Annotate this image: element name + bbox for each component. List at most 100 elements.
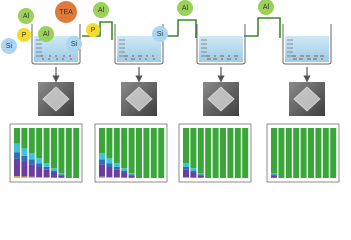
chart-segment [183, 163, 189, 167]
chart-segment [190, 172, 197, 178]
particle [69, 55, 71, 57]
particle [49, 55, 51, 57]
particle [55, 55, 57, 57]
particle [306, 55, 308, 57]
chart-segment [73, 128, 80, 178]
chart-segment [36, 177, 43, 178]
particle [228, 55, 230, 57]
particle [307, 58, 309, 60]
chart-segment [330, 128, 337, 178]
particle [206, 55, 208, 57]
chart-segment [58, 175, 65, 178]
chart-segment [58, 173, 65, 175]
page: {"reagents": [["Al", "TEA", "P", "Al", "… [1, 0, 340, 183]
chart-segment [234, 128, 241, 178]
chart-segment [106, 177, 113, 178]
reagent-label: Si [6, 43, 13, 50]
chart-segment [322, 128, 329, 178]
particle [213, 58, 215, 60]
particle [139, 58, 141, 60]
reagent-label: TEA [59, 9, 73, 16]
particle [292, 55, 294, 57]
crystal [125, 86, 153, 112]
particle [299, 58, 301, 60]
chart-segment [106, 158, 113, 164]
chart-segment [121, 128, 128, 169]
chart-segment [113, 169, 120, 178]
reagent-bubble [38, 26, 54, 42]
chart-segment [14, 143, 20, 153]
chart-segment [21, 128, 28, 149]
particle [42, 58, 44, 60]
panels [9, 24, 340, 183]
reagent-bubble [177, 0, 193, 16]
particle [41, 55, 43, 57]
reagent-bubble [152, 26, 168, 42]
reagent-bubble [18, 8, 34, 24]
chart-segment [65, 128, 72, 178]
chart-segment [227, 128, 234, 178]
beaker [282, 24, 332, 65]
particle [301, 58, 303, 60]
chart-segment [285, 128, 292, 178]
reagent-label: Al [98, 7, 105, 14]
chart-segment [190, 168, 197, 171]
chart-segment [36, 163, 43, 167]
particle [295, 58, 297, 60]
chart-segment [121, 168, 128, 171]
chart-segment [106, 128, 113, 159]
reagent-bubble [258, 0, 274, 15]
particle [70, 58, 72, 60]
chart-segment [99, 128, 105, 154]
particle [315, 58, 317, 60]
chart-segment [99, 176, 105, 178]
chart-segment [143, 128, 150, 178]
beaker-liquid [285, 36, 329, 62]
reagent-bubble [86, 23, 100, 37]
particle [209, 58, 211, 60]
reagent-label: Al [263, 4, 270, 11]
reagent-bubble [55, 1, 77, 23]
beaker-liquid [117, 36, 161, 62]
chart-segment [293, 128, 300, 178]
particle [234, 55, 236, 57]
chart-segment [212, 128, 219, 178]
particle [153, 58, 155, 60]
chart-segment [190, 128, 197, 169]
particle [308, 55, 310, 57]
crystal [42, 86, 70, 112]
particle [207, 58, 209, 60]
chart-segment [51, 172, 57, 178]
chart-segment [300, 128, 307, 178]
chart-segment [58, 174, 65, 176]
chart-segment [28, 128, 35, 154]
chart-segment [271, 175, 277, 178]
graphical-abstract: Al TEA P Al Si Al P Si Al Si Al [1, 0, 340, 183]
chart-segment [183, 177, 189, 178]
reagent-labels: Al TEA P Al Si Al P Si Al Si Al [1, 0, 274, 54]
chart-segment [113, 163, 120, 167]
chart-segment [271, 128, 277, 174]
particle [235, 58, 237, 60]
chart-segment [51, 170, 57, 173]
particle [294, 55, 296, 57]
chart-segment [121, 170, 128, 173]
chart-segment [150, 128, 157, 178]
chart-segment [36, 167, 43, 177]
crystal [293, 86, 321, 112]
particle [220, 55, 222, 57]
reagent-bubble [1, 38, 17, 54]
chart-segment [28, 159, 35, 165]
chart-segment [43, 177, 50, 178]
particle [314, 55, 316, 57]
chart-segment [128, 175, 135, 178]
particle [309, 58, 311, 60]
particle [138, 55, 140, 57]
chart-segment [315, 128, 322, 178]
particle [146, 55, 148, 57]
chart-segment [271, 174, 277, 176]
chart-segment [58, 128, 65, 174]
particle [152, 55, 154, 57]
particle [302, 55, 304, 57]
particle [215, 58, 217, 60]
